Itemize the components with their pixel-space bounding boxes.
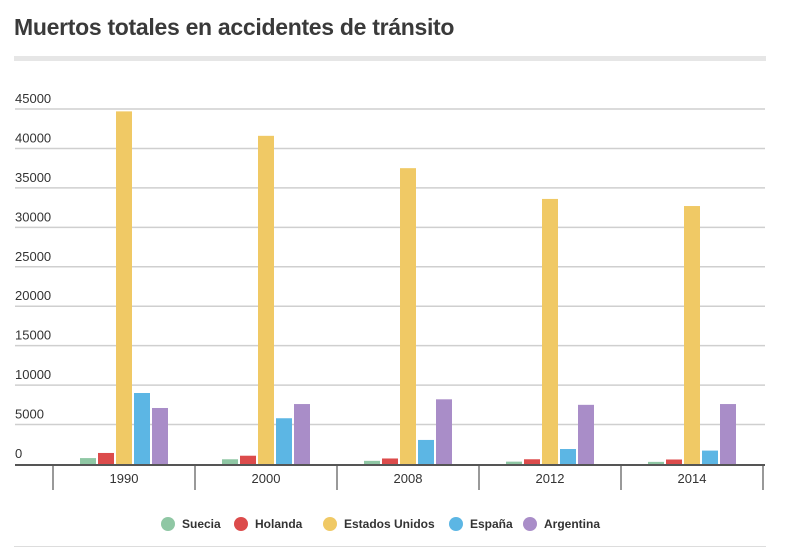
bar-argentina-2000 [294,404,310,464]
bar-suecia-2012 [506,461,522,464]
legend-label: Argentina [544,517,600,531]
bar-argentina-1990 [152,407,168,464]
legend-label: España [470,517,513,531]
legend-label: Holanda [255,517,303,531]
chart-title: Muertos totales en accidentes de tránsit… [14,14,455,40]
y-tick-label: 45000 [15,91,51,106]
bar-estados-unidos-1990 [116,111,132,464]
legend-marker-argentina [523,517,537,531]
legend-label: Estados Unidos [344,517,435,531]
legend-label: Suecia [182,517,221,531]
legend-marker-suecia [161,517,175,531]
y-tick-label: 25000 [15,249,51,264]
y-tick-label: 10000 [15,367,51,382]
bar-suecia-2008 [364,460,380,464]
y-tick-label: 0 [15,446,22,461]
bar-holanda-2008 [382,458,398,464]
bottom-divider [14,546,766,547]
bar-holanda-2012 [524,459,540,464]
bar-estados-unidos-2000 [258,135,274,465]
x-tick-label: 2000 [252,471,281,486]
x-tick-label: 2012 [536,471,565,486]
x-tick-label: 2014 [678,471,707,486]
y-tick-label: 5000 [15,407,44,422]
y-tick-label: 40000 [15,130,51,145]
bar-holanda-1990 [98,452,114,464]
bar-argentina-2014 [720,404,736,464]
y-tick-label: 35000 [15,170,51,185]
y-tick-label: 30000 [15,209,51,224]
title-divider [14,56,766,61]
bar-españa-2014 [702,450,718,464]
bar-suecia-1990 [80,458,96,464]
bar-suecia-2014 [648,461,664,464]
bar-españa-1990 [134,393,150,464]
bar-españa-2008 [418,439,434,464]
x-tick-label: 1990 [110,471,139,486]
bar-estados-unidos-2008 [400,168,416,464]
bar-argentina-2008 [436,399,452,464]
bar-estados-unidos-2014 [684,206,700,465]
bar-españa-2012 [560,449,576,464]
bar-holanda-2014 [666,459,682,464]
legend-marker-españa [449,517,463,531]
bar-estados-unidos-2012 [542,198,558,464]
bar-suecia-2000 [222,459,238,464]
x-tick-label: 2008 [394,471,423,486]
bar-españa-2000 [276,418,292,464]
legend-marker-estados-unidos [323,517,337,531]
y-tick-label: 15000 [15,328,51,343]
bar-holanda-2000 [240,455,256,464]
y-tick-label: 20000 [15,288,51,303]
bar-argentina-2012 [578,404,594,464]
legend-marker-holanda [234,517,248,531]
